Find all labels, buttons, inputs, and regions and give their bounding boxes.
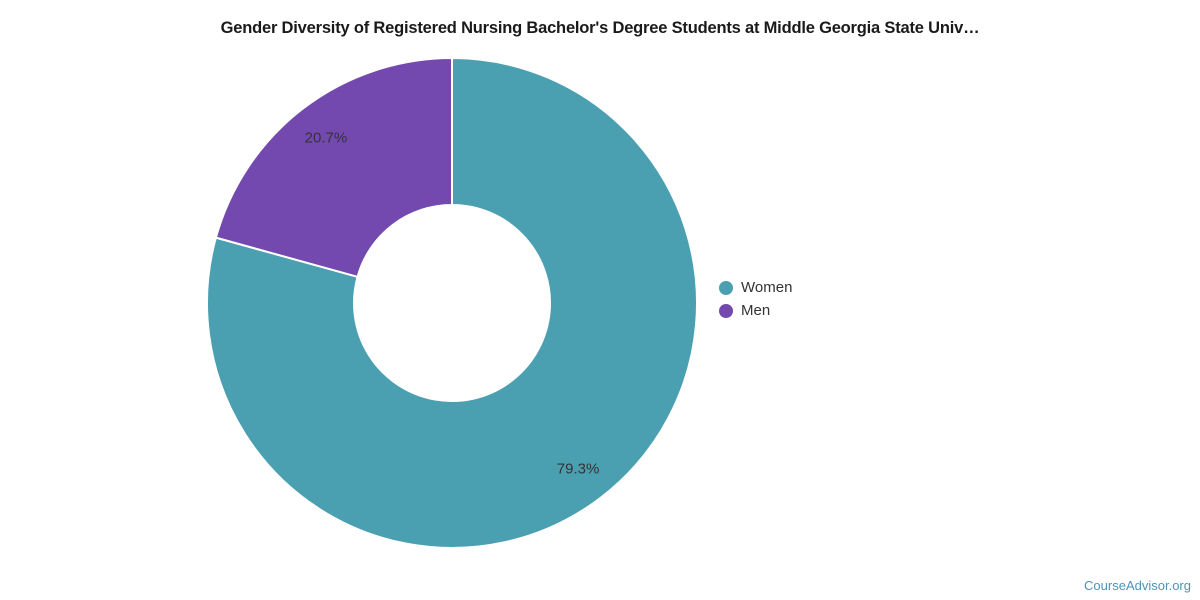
slice-label-women: 79.3% [557,461,600,478]
legend-label-women: Women [741,279,793,296]
legend-label-men: Men [741,302,771,319]
slice-women[interactable] [206,57,698,549]
legend-swatch-women-icon [719,280,733,295]
legend: Women Men [719,280,792,318]
courseadvisor-watermark-link[interactable]: CourseAdvisor.org [1084,578,1191,593]
chart-title: Gender Diversity of Registered Nursing B… [220,19,980,37]
legend-item-men[interactable]: Men [719,303,792,318]
slice-men[interactable] [214,57,453,278]
slice-label-men: 20.7% [305,129,348,146]
legend-item-women[interactable]: Women [719,280,792,295]
legend-swatch-men-icon [719,303,733,318]
